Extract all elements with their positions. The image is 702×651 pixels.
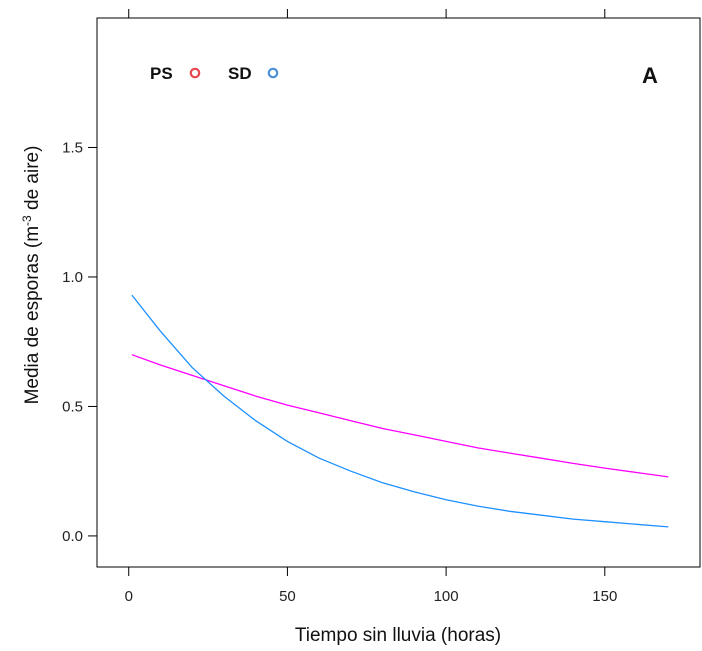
x-axis-title: Tiempo sin lluvia (horas) bbox=[295, 625, 501, 646]
y-axis-title: Media de esporas (m-3 de aire) bbox=[20, 146, 43, 405]
y-axis-title-superscript: -3 bbox=[20, 215, 34, 226]
series-line-sd bbox=[131, 294, 669, 528]
series-lines bbox=[131, 294, 669, 528]
legend-marker-ps bbox=[189, 67, 201, 79]
x-tick-label: 100 bbox=[434, 588, 459, 605]
y-tick-label: 0.0 bbox=[62, 528, 83, 545]
y-axis-title-main: Media de esporas (m bbox=[22, 226, 43, 404]
x-tick-label: 150 bbox=[592, 588, 617, 605]
legend-label-ps: PS bbox=[150, 64, 173, 83]
legend-label-sd: SD bbox=[228, 64, 252, 83]
plot-frame bbox=[96, 17, 701, 568]
x-tick-label: 0 bbox=[125, 588, 133, 605]
y-tick-label: 1.0 bbox=[62, 269, 83, 286]
series-line-ps bbox=[131, 354, 669, 478]
y-axis-ticks: 0.0 0.5 1.0 1.5 bbox=[62, 139, 97, 545]
y-axis-title-suffix: de aire) bbox=[22, 146, 43, 216]
y-tick-label: 0.5 bbox=[62, 398, 83, 415]
x-axis-ticks: 0 50 100 150 bbox=[125, 9, 617, 605]
y-tick-label: 1.5 bbox=[62, 139, 83, 156]
legend: PS SD bbox=[150, 64, 279, 83]
panel-letter: A bbox=[642, 63, 658, 88]
x-tick-label: 50 bbox=[279, 588, 296, 605]
legend-marker-sd bbox=[267, 67, 279, 79]
